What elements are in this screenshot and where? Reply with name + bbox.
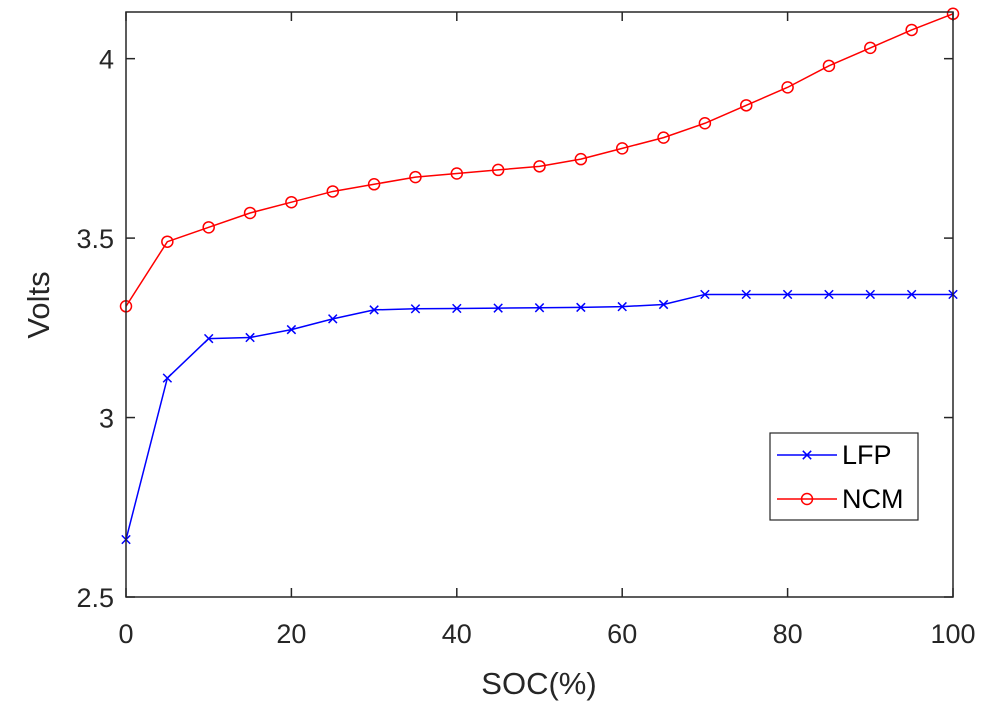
y-tick-label: 3.5 <box>76 224 114 254</box>
axes-box <box>125 11 954 598</box>
data-point-ncm <box>864 41 877 55</box>
y-axis-label: Volts <box>21 271 56 338</box>
data-point-lfp <box>534 302 545 313</box>
data-point-ncm <box>615 142 629 155</box>
y-tick-label: 2.5 <box>76 583 114 613</box>
data-point-ncm <box>822 59 836 73</box>
data-point-lfp <box>369 305 379 315</box>
data-point-ncm <box>491 163 505 177</box>
data-point-lfp <box>741 289 751 300</box>
data-point-ncm <box>326 185 339 198</box>
data-point-lfp <box>782 289 793 300</box>
data-point-lfp <box>700 289 710 300</box>
legend-label-lfp: LFP <box>842 440 892 470</box>
data-point-lfp <box>286 324 297 335</box>
legend-marker-ncm <box>800 492 814 506</box>
legend-label-ncm: NCM <box>842 484 904 514</box>
y-tick-label: 3 <box>99 404 114 434</box>
data-point-ncm <box>698 117 712 130</box>
x-tick-label: 60 <box>607 619 637 649</box>
data-point-lfp <box>906 289 917 300</box>
data-point-ncm <box>161 235 174 248</box>
legend-marker-point <box>802 450 812 460</box>
data-point-lfp <box>452 303 462 314</box>
x-tick-label: 40 <box>442 619 472 649</box>
x-tick-label: 0 <box>118 619 133 649</box>
data-point-ncm <box>285 195 298 209</box>
x-tick-label: 20 <box>276 619 306 649</box>
y-tick-label: 4 <box>99 45 114 75</box>
data-point-ncm <box>533 160 546 173</box>
data-point-lfp <box>576 302 586 313</box>
data-point-ncm <box>367 178 381 191</box>
data-point-lfp <box>824 289 834 300</box>
x-axis-label: SOC(%) <box>481 666 596 701</box>
x-tick-label: 80 <box>773 619 803 649</box>
data-point-lfp <box>493 303 503 313</box>
data-point-ncm <box>657 131 670 144</box>
data-point-ncm <box>243 206 257 220</box>
data-point-lfp <box>410 304 421 314</box>
legend-box <box>769 432 919 521</box>
x-tick-label: 100 <box>930 619 975 649</box>
data-point-ncm <box>409 170 422 184</box>
data-point-lfp <box>328 314 338 324</box>
data-point-lfp <box>617 301 627 312</box>
data-point-ncm <box>574 152 588 166</box>
data-point-lfp <box>245 332 255 343</box>
data-point-ncm <box>905 23 918 37</box>
data-point-lfp <box>162 373 173 383</box>
data-point-lfp <box>658 299 669 310</box>
series-line-ncm <box>125 13 954 307</box>
data-point-lfp <box>865 289 876 300</box>
data-point-ncm <box>202 221 215 234</box>
legend: LFP NCM <box>769 432 919 521</box>
data-point-ncm <box>450 167 464 180</box>
data-point-lfp <box>203 333 214 344</box>
data-point-ncm <box>781 81 794 94</box>
legend-marker-point <box>800 492 814 506</box>
data-point-ncm <box>740 99 753 112</box>
legend-marker-lfp <box>802 450 812 460</box>
